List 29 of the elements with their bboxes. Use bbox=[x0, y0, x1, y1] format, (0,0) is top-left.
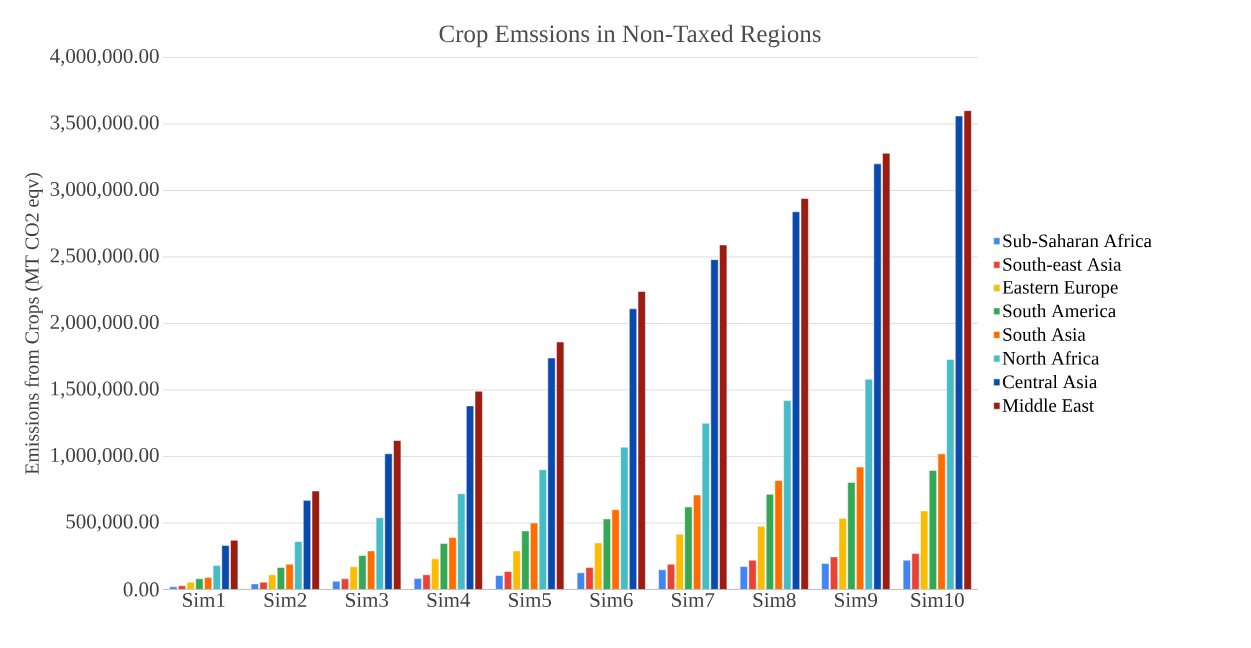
legend-label: Middle East bbox=[1002, 398, 1095, 412]
y-tick-label: 2,000,000.00 bbox=[50, 314, 159, 333]
legend-label: Sub-Saharan Africa bbox=[1003, 233, 1152, 248]
y-tick-label: 1,000,000.00 bbox=[51, 447, 159, 466]
x-tick-label: Sim1 bbox=[183, 592, 225, 608]
x-tick-label: Sim8 bbox=[753, 592, 796, 608]
legend-label: Central Asia bbox=[1002, 374, 1098, 389]
x-tick-label: Sim4 bbox=[427, 592, 471, 608]
y-tick-label: 3,500,000.00 bbox=[50, 115, 159, 133]
y-tick-label: 500,000.00 bbox=[66, 514, 159, 532]
y-tick-label: 3,000,000.00 bbox=[50, 181, 159, 200]
legend-label: South-east Asia bbox=[1003, 257, 1122, 271]
y-tick-label: 2,500,000.00 bbox=[50, 248, 159, 266]
y-tick-label: 0.00 bbox=[123, 582, 159, 597]
x-tick-label: Sim7 bbox=[672, 592, 715, 608]
legend-label: South Asia bbox=[1003, 327, 1086, 341]
x-tick-label: Sim6 bbox=[590, 592, 633, 608]
legend-label: Eastern Europe bbox=[1002, 281, 1118, 298]
y-tick-label: 4,000,000.00 bbox=[50, 48, 159, 67]
y-tick-label: 1,500,000.00 bbox=[51, 381, 159, 399]
x-tick-label: Sim2 bbox=[264, 592, 307, 608]
chart-title: Crop Emssions in Non-Taxed Regions bbox=[439, 24, 821, 48]
x-tick-label: Sim3 bbox=[346, 592, 389, 608]
x-tick-label: Sim10 bbox=[911, 592, 964, 608]
legend-label: South America bbox=[1003, 303, 1116, 318]
y-axis-title: Emissions from Crops (MT CO2 eqv) bbox=[24, 172, 43, 475]
x-tick-label: Sim5 bbox=[509, 592, 552, 608]
legend-label: North Africa bbox=[1002, 351, 1100, 365]
x-tick-label: Sim9 bbox=[835, 592, 877, 608]
